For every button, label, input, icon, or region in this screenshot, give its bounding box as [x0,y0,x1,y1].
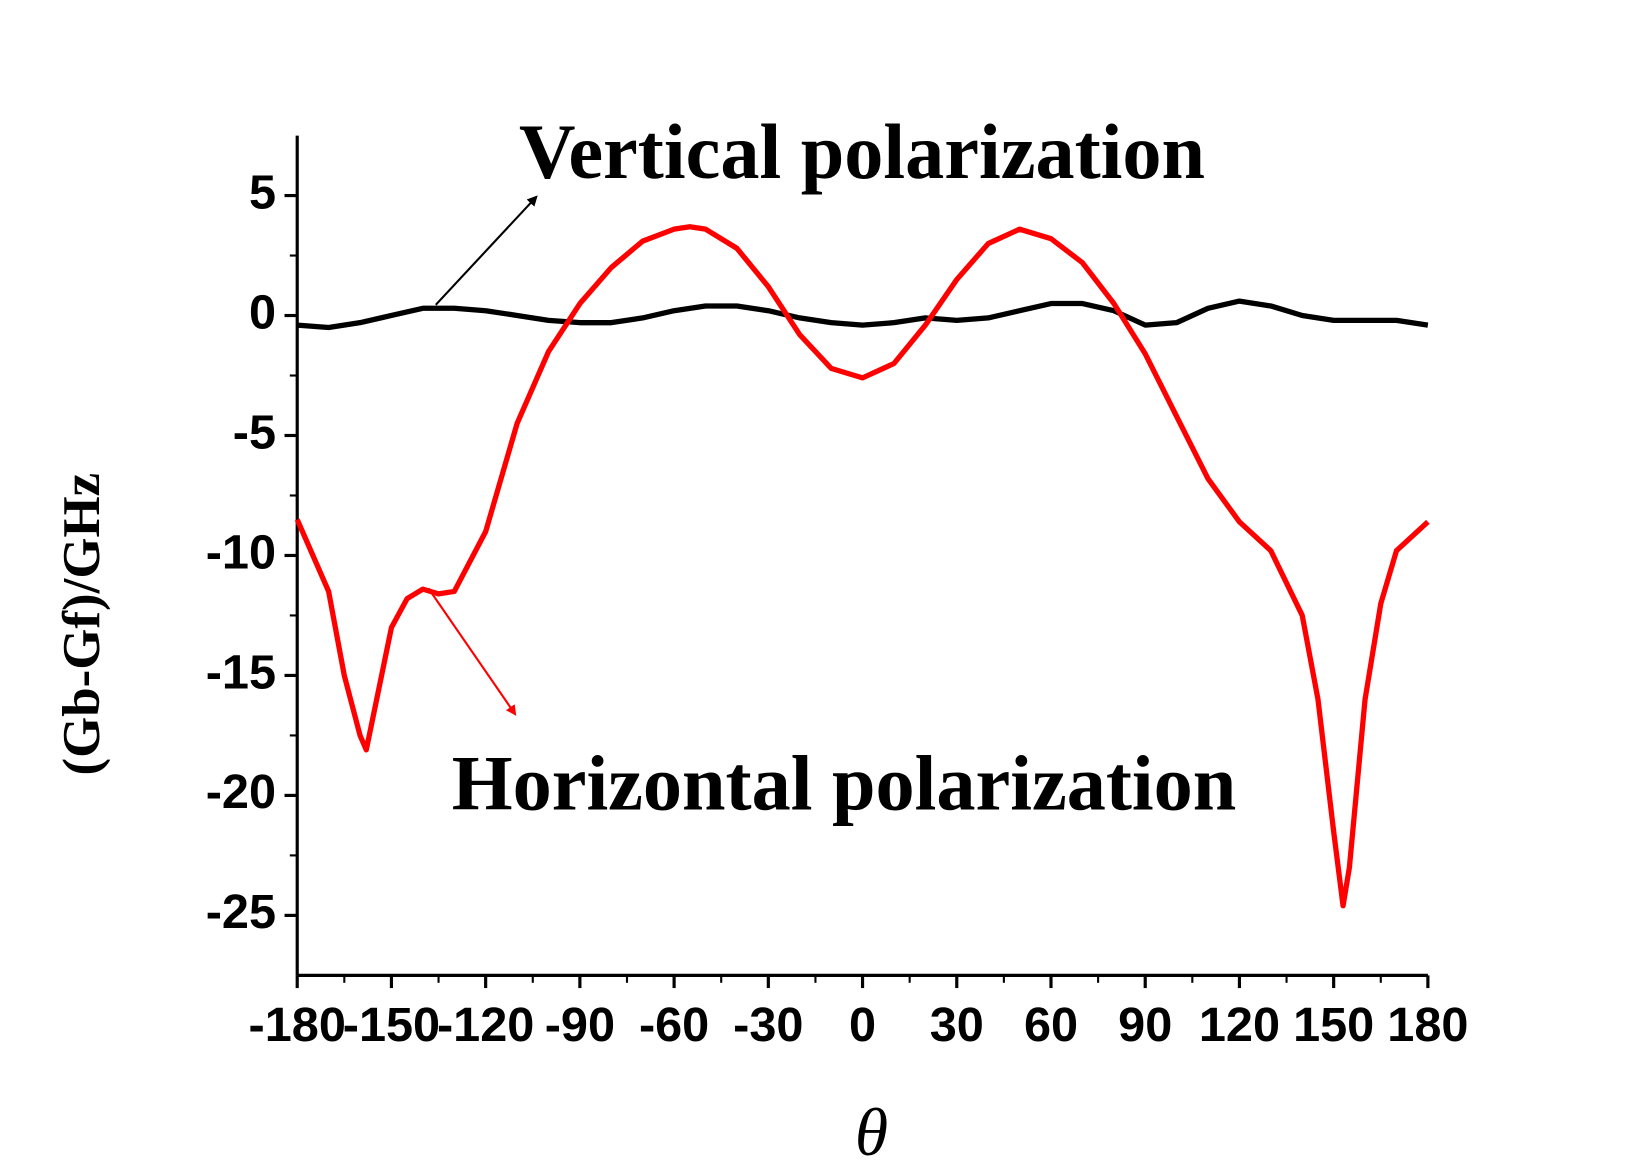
arrow [427,587,517,716]
x-tick-label: 120 [1199,998,1280,1052]
y-tick-label: -25 [206,885,276,939]
x-tick-label: -30 [733,998,803,1052]
series-line [294,224,1430,909]
x-tick-label: 180 [1387,998,1468,1052]
x-tick-label: 60 [1024,998,1078,1052]
y-tick-label: 0 [249,285,276,339]
series-line [297,298,1429,331]
x-axis-label: θ [855,1095,888,1167]
arrow [434,195,538,306]
annotation: Vertical polarization [519,108,1205,195]
y-tick-label: 5 [249,165,276,219]
x-tick-label: 30 [930,998,984,1052]
y-tick-label: -15 [206,645,276,699]
x-tick-label: -90 [545,998,615,1052]
x-tick-label: -150 [343,998,440,1052]
x-tick-label: -180 [249,998,346,1052]
x-tick-label: 150 [1293,998,1374,1052]
y-axis-label: (Gb-Gf)/GHz [53,473,111,776]
y-tick-label: -10 [206,525,276,579]
annotation: Horizontal polarization [452,739,1237,826]
x-tick-label: 0 [849,998,876,1052]
y-tick-label: -5 [233,405,276,459]
x-tick-label: 90 [1118,998,1172,1052]
x-tick-label: -120 [437,998,534,1052]
x-tick-label: -60 [639,998,709,1052]
y-tick-label: -20 [206,765,276,819]
